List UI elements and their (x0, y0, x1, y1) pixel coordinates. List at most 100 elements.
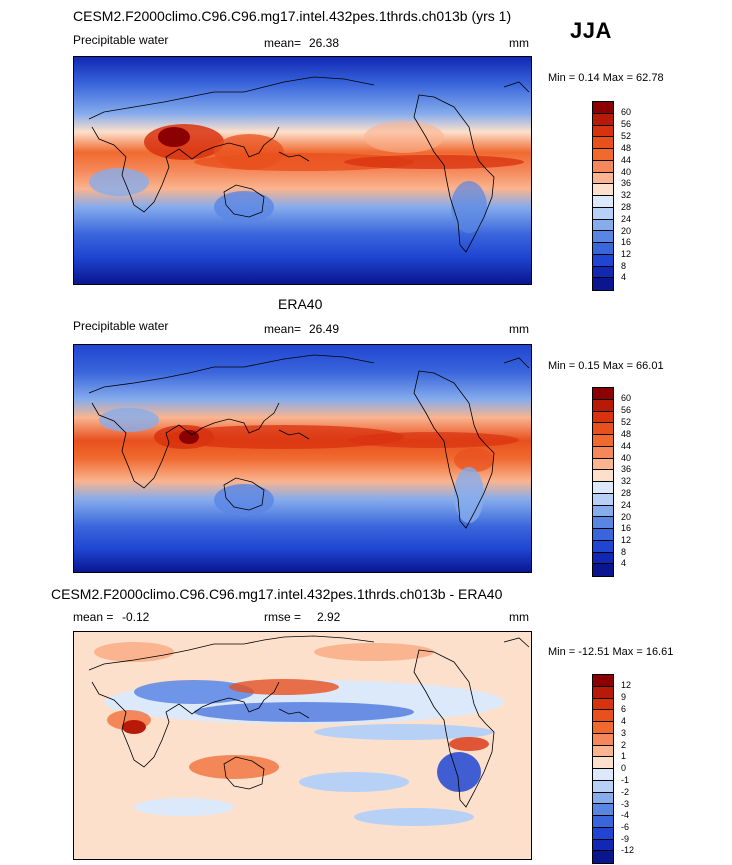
panel2-variable: Precipitable water (73, 319, 169, 333)
colorbar-tick: 32 (621, 476, 632, 486)
colorbar-tick: 60 (621, 393, 632, 403)
colorbar-tick: 12 (621, 680, 632, 690)
colorbar-swatch (593, 388, 613, 400)
colorbar-swatch (593, 254, 613, 267)
colorbar-tick: 44 (621, 155, 632, 165)
colorbar-tick: 4 (621, 716, 627, 726)
colorbar-tick: 52 (621, 417, 632, 427)
panel3-units: mm (509, 610, 529, 624)
colorbar-tick: 24 (621, 500, 632, 510)
colorbar-tick: -12 (621, 845, 635, 855)
colorbar-tick: 16 (621, 237, 632, 247)
colorbar-tick: 24 (621, 214, 632, 224)
colorbar-tick: 3 (621, 728, 627, 738)
colorbar-tick: 6 (621, 704, 627, 714)
colorbar-swatch (593, 710, 613, 722)
panel1-coastlines (88, 76, 530, 253)
colorbar-tick: 16 (621, 523, 632, 533)
colorbar-tick: 28 (621, 488, 632, 498)
colorbar-tick: 4 (621, 558, 627, 568)
colorbar-swatch (593, 529, 613, 541)
colorbar-swatch (593, 446, 613, 459)
colorbar-tick: 32 (621, 190, 632, 200)
colorbar-tick: -9 (621, 834, 630, 844)
colorbar-tick: 1 (621, 751, 627, 761)
panel3-title: CESM2.F2000climo.C96.C96.mg17.intel.432p… (51, 586, 503, 602)
colorbar-tick: 28 (621, 202, 632, 212)
colorbar-swatch (593, 399, 613, 412)
panel2-mean-value: 26.49 (309, 322, 340, 336)
colorbar-swatch (593, 207, 613, 220)
panel3-rmse-label: rmse = (264, 610, 302, 624)
colorbar-swatch (593, 698, 613, 711)
colorbar-tick: 20 (621, 226, 632, 236)
panel2-units: mm (509, 322, 529, 336)
colorbar-swatch (593, 219, 613, 232)
colorbar-swatch (593, 792, 613, 805)
colorbar-swatch (593, 266, 613, 279)
colorbar-tick: 9 (621, 692, 627, 702)
colorbar-swatch (593, 278, 613, 290)
colorbar-swatch (593, 733, 613, 746)
colorbar-swatch (593, 686, 613, 699)
colorbar-swatch (593, 102, 613, 114)
colorbar-swatch (593, 125, 613, 138)
panel2-map (73, 344, 532, 573)
colorbar-swatch (593, 505, 613, 518)
colorbar-swatch (593, 851, 613, 863)
panel2-mean-label: mean= (264, 322, 302, 336)
colorbar-tick: 8 (621, 261, 627, 271)
panel3-map-svg (74, 632, 531, 859)
colorbar-swatch (593, 243, 613, 255)
panel1-map (73, 56, 532, 285)
colorbar-tick: 56 (621, 405, 632, 415)
colorbar-tick: 56 (621, 119, 632, 129)
colorbar-swatch (593, 172, 613, 185)
panel3-mean-label: mean = (73, 610, 114, 624)
colorbar-swatch (593, 780, 613, 793)
colorbar-tick: 12 (621, 249, 632, 259)
panel3-map (73, 631, 532, 860)
panel1-colorbar (592, 101, 614, 291)
colorbar-tick: 12 (621, 535, 632, 545)
colorbar-swatch (593, 423, 613, 435)
colorbar-swatch (593, 839, 613, 852)
colorbar-swatch (593, 137, 613, 149)
panel1-units: mm (509, 36, 529, 50)
panel1-mean-value: 26.38 (309, 36, 340, 50)
colorbar-swatch (593, 804, 613, 816)
colorbar-tick: 40 (621, 167, 632, 177)
colorbar-tick: 52 (621, 131, 632, 141)
panel1-title: CESM2.F2000climo.C96.C96.mg17.intel.432p… (73, 8, 512, 24)
panel1-map-svg (74, 57, 531, 284)
colorbar-swatch (593, 113, 613, 126)
colorbar-swatch (593, 458, 613, 471)
colorbar-swatch (593, 816, 613, 828)
colorbar-swatch (593, 540, 613, 553)
colorbar-swatch (593, 482, 613, 494)
panel2-colorbar (592, 387, 614, 577)
colorbar-swatch (593, 231, 613, 243)
colorbar-tick: 0 (621, 763, 627, 773)
panel2-map-svg (74, 345, 531, 572)
colorbar-tick: 8 (621, 547, 627, 557)
colorbar-swatch (593, 160, 613, 173)
colorbar-tick: 60 (621, 107, 632, 117)
panel2-coastlines (88, 354, 530, 529)
colorbar-swatch (593, 757, 613, 769)
colorbar-swatch (593, 827, 613, 840)
season-label: JJA (570, 18, 612, 43)
panel3-colorbar (592, 674, 614, 864)
colorbar-swatch (593, 196, 613, 208)
colorbar-tick: 4 (621, 272, 627, 282)
colorbar-swatch (593, 493, 613, 506)
panel3-mean-value: -0.12 (122, 610, 150, 624)
colorbar-tick: 40 (621, 453, 632, 463)
panel1-mean-label: mean= (264, 36, 302, 50)
colorbar-tick: -1 (621, 775, 630, 785)
colorbar-tick: -3 (621, 799, 630, 809)
colorbar-swatch (593, 769, 613, 781)
colorbar-swatch (593, 552, 613, 565)
colorbar-tick: 2 (621, 740, 627, 750)
colorbar-tick: 20 (621, 512, 632, 522)
